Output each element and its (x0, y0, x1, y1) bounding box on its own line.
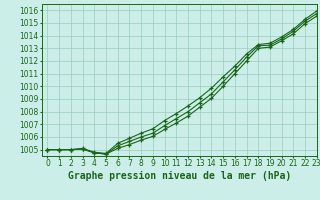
X-axis label: Graphe pression niveau de la mer (hPa): Graphe pression niveau de la mer (hPa) (68, 171, 291, 181)
